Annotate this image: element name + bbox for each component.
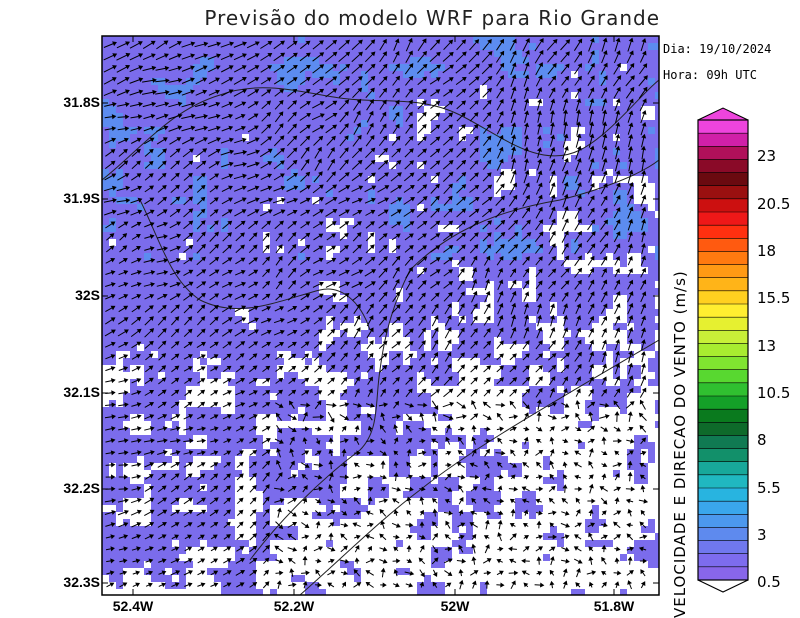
colorbar-bottom-triangle (697, 579, 749, 593)
coast-east (249, 269, 411, 561)
lon-tick-label: 52.2W (273, 598, 315, 614)
colorbar-segment (698, 330, 748, 345)
colorbar-top-triangle (697, 107, 749, 121)
colorbar-segment (698, 461, 748, 476)
colorbar-segment (698, 146, 748, 161)
colorbar-segment (698, 369, 748, 384)
colorbar-segment (698, 382, 748, 397)
colorbar-segment (698, 527, 748, 542)
coast-line (409, 159, 659, 271)
colorbar-tick-label: 5.5 (757, 479, 781, 497)
lat-tick-label: 32.2S (63, 480, 100, 496)
lon-tick-label: 52.4W (112, 598, 154, 614)
lat-tick-label: 31.9S (63, 190, 100, 206)
forecast-hour: Hora: 09h UTC (663, 68, 757, 82)
lat-tick-label: 32S (75, 287, 100, 303)
colorbar-segment (698, 120, 748, 134)
colorbar-tick-label: 0.5 (757, 573, 781, 591)
colorbar-segment (698, 488, 748, 502)
colorbar-segment (698, 238, 748, 253)
colorbar-tick-label: 3 (757, 526, 767, 544)
forecast-date: Dia: 19/10/2024 (663, 42, 772, 56)
colorbar-segment (698, 514, 748, 529)
plot-frame (101, 35, 660, 596)
axis-ticks (102, 36, 659, 595)
colorbar (697, 107, 749, 593)
colorbar-segment (698, 396, 748, 410)
colorbar-segment (698, 553, 748, 568)
colorbar-segment (698, 198, 748, 213)
shelf-line (299, 339, 659, 595)
colorbar-segment (698, 448, 748, 463)
colorbar-segment (698, 212, 748, 226)
colorbar-segment (698, 251, 748, 266)
colorbar-segment (698, 264, 748, 279)
colorbar-segment (698, 317, 748, 331)
colorbar-segment (698, 356, 748, 371)
lat-tick-label: 32.3S (63, 574, 100, 590)
colorbar-tick-label: 15.5 (757, 289, 791, 307)
colorbar-segment (698, 422, 748, 437)
colorbar-segment (698, 172, 748, 187)
colorbar-segment (698, 225, 748, 239)
colorbar-segment (698, 290, 748, 305)
map-title: Previsão do modelo WRF para Rio Grande (204, 6, 660, 30)
lat-tick-label: 32.1S (63, 384, 100, 400)
colorbar-segment (698, 501, 748, 515)
colorbar-segment (698, 409, 748, 423)
lagoon-shore (139, 199, 371, 331)
colorbar-segment (698, 304, 748, 318)
colorbar-tick-label: 20.5 (757, 195, 791, 213)
lon-tick-label: 52W (440, 598, 470, 614)
colorbar-tick-label: 10.5 (757, 384, 791, 402)
colorbar-tick-label: 8 (757, 431, 767, 449)
coast-north (102, 79, 659, 181)
colorbar-segment (698, 474, 748, 489)
colorbar-segment (698, 185, 748, 200)
colorbar-frame (697, 119, 749, 581)
lon-tick-label: 51.8W (593, 598, 635, 614)
wind-vectors (103, 37, 649, 590)
colorbar-title: VELOCIDADE E DIRECAO DO VENTO (m/s) (671, 270, 689, 618)
lat-tick-label: 31.8S (63, 94, 100, 110)
colorbar-segment (698, 540, 748, 555)
colorbar-tick-label: 13 (757, 337, 777, 355)
colorbar-segment (698, 133, 748, 147)
colorbar-segment (698, 277, 748, 292)
colorbar-segment (698, 159, 748, 174)
colorbar-segment (698, 435, 748, 450)
coastline (102, 79, 659, 595)
colorbar-segment (698, 566, 748, 581)
colorbar-tick-label: 23 (757, 147, 777, 165)
colorbar-segment (698, 343, 748, 358)
colorbar-tick-label: 18 (757, 242, 777, 260)
